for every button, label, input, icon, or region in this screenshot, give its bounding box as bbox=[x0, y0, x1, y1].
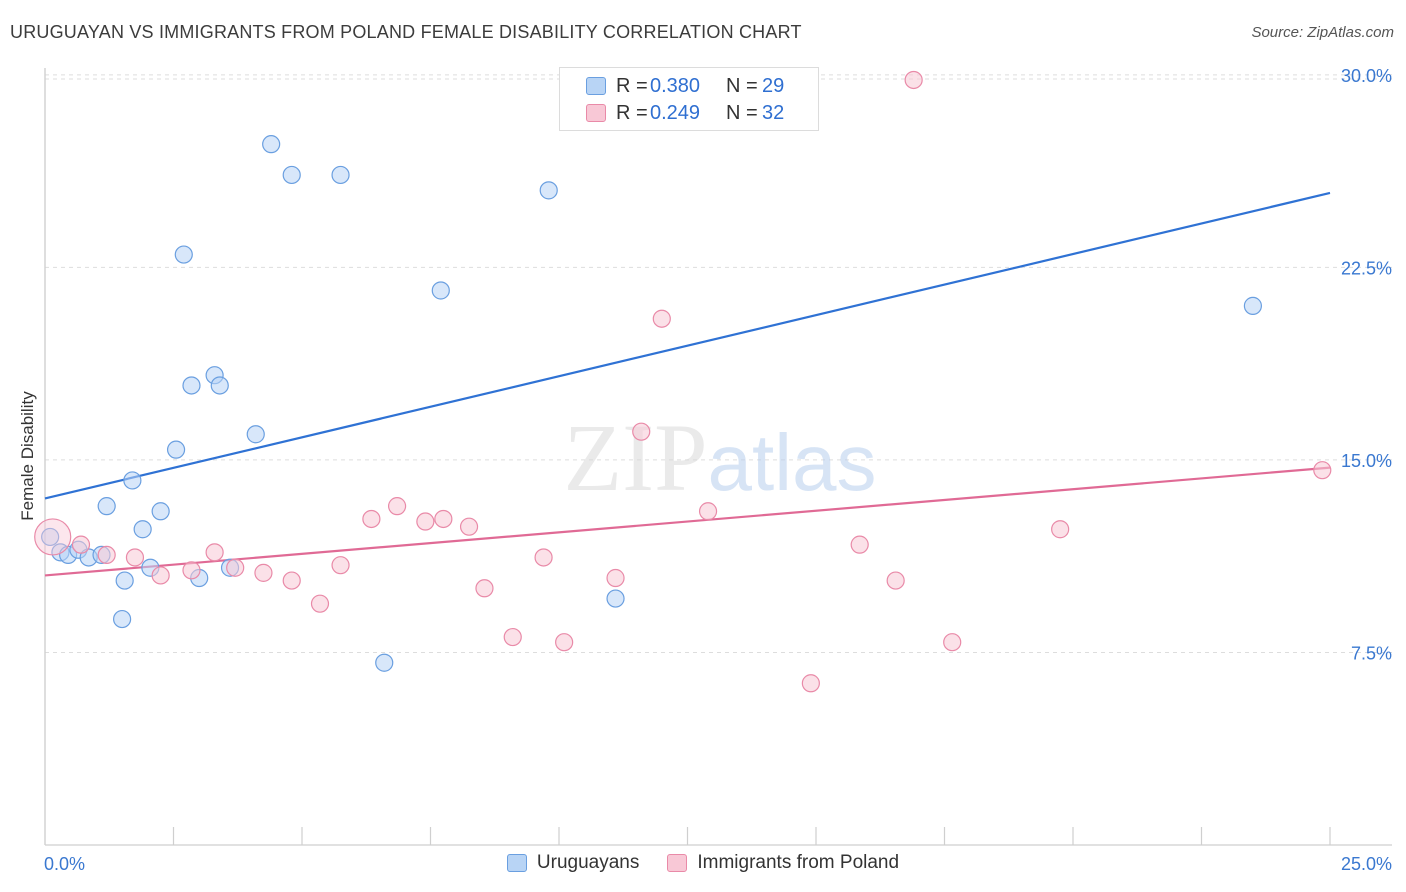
legend-swatch-poland bbox=[667, 854, 688, 872]
point-uruguayans bbox=[331, 165, 350, 185]
point-uruguayans bbox=[375, 653, 394, 672]
point-poland bbox=[282, 571, 301, 590]
point-poland bbox=[254, 563, 273, 582]
legend-r-value: 0.380 bbox=[650, 74, 701, 97]
chart-title: URUGUAYAN VS IMMIGRANTS FROM POLAND FEMA… bbox=[10, 22, 802, 42]
point-poland bbox=[97, 545, 116, 565]
point-uruguayans bbox=[282, 165, 301, 185]
point-poland bbox=[943, 633, 962, 652]
legend-n-value: 32 bbox=[762, 101, 785, 124]
point-poland bbox=[71, 535, 91, 554]
legend-swatch-uruguayans bbox=[586, 77, 606, 95]
watermark-atlas: atlas bbox=[708, 418, 877, 507]
point-uruguayans bbox=[210, 376, 229, 395]
point-uruguayans bbox=[174, 245, 193, 264]
tick-labels: 7.5% 15.0% 22.5% 30.0% 0.0% 25.0% bbox=[44, 66, 1392, 874]
trend-lines bbox=[44, 191, 1331, 577]
y-tick-label: 15.0% bbox=[1341, 451, 1392, 471]
trend-line-uruguayans bbox=[44, 191, 1331, 500]
point-poland bbox=[632, 422, 651, 441]
point-uruguayans bbox=[606, 589, 625, 608]
point-poland bbox=[362, 509, 381, 529]
legend-item-uruguayans: Uruguayans bbox=[506, 852, 640, 874]
point-uruguayans bbox=[151, 502, 170, 521]
point-uruguayans bbox=[166, 440, 186, 459]
source-label: Source: ZipAtlas.com bbox=[1251, 24, 1394, 41]
point-poland bbox=[34, 518, 72, 556]
data-points bbox=[34, 70, 1332, 693]
point-poland bbox=[503, 627, 522, 647]
point-poland bbox=[205, 543, 224, 562]
point-poland bbox=[652, 309, 671, 328]
point-poland bbox=[850, 535, 869, 554]
point-poland bbox=[331, 556, 350, 575]
point-uruguayans bbox=[246, 425, 265, 444]
y-tick-label: 7.5% bbox=[1351, 643, 1392, 663]
point-uruguayans bbox=[112, 609, 132, 629]
point-poland bbox=[534, 548, 553, 567]
legend-r-label: R = bbox=[616, 74, 648, 97]
point-poland bbox=[698, 502, 718, 521]
point-uruguayans bbox=[1243, 296, 1263, 315]
legend-n-label: N = bbox=[726, 101, 758, 124]
point-poland bbox=[555, 633, 574, 652]
point-uruguayans bbox=[123, 471, 142, 490]
point-poland bbox=[1313, 461, 1332, 480]
legend-label-uruguayans: Uruguayans bbox=[536, 852, 640, 873]
point-uruguayans bbox=[431, 281, 450, 300]
grid-lines bbox=[45, 74, 1392, 653]
legend-r-label: R = bbox=[616, 101, 648, 124]
point-poland bbox=[606, 568, 625, 588]
legend-row-uruguayans: R = 0.380 N = 29 bbox=[586, 73, 784, 99]
y-tick-label: 30.0% bbox=[1341, 66, 1392, 86]
legend-row-poland: R = 0.249 N = 32 bbox=[586, 100, 784, 126]
series-legend: Uruguayans Immigrants from Poland bbox=[0, 852, 1406, 874]
legend-n-value: 29 bbox=[762, 74, 785, 97]
legend-swatch-uruguayans bbox=[506, 854, 527, 872]
legend-r-value: 0.249 bbox=[650, 101, 701, 124]
x-tick-label: 25.0% bbox=[1341, 854, 1392, 874]
point-poland bbox=[904, 70, 923, 90]
point-poland bbox=[151, 566, 170, 585]
legend-swatch-poland bbox=[586, 104, 606, 122]
x-tick-label: 0.0% bbox=[44, 854, 85, 874]
point-uruguayans bbox=[182, 376, 201, 395]
point-poland bbox=[886, 571, 905, 590]
watermark-zip: ZIP bbox=[564, 404, 708, 511]
point-poland bbox=[416, 512, 435, 531]
point-uruguayans bbox=[262, 135, 281, 154]
point-uruguayans bbox=[539, 181, 558, 200]
axes bbox=[44, 68, 1392, 846]
correlation-legend: R = 0.380 N = 29 R = 0.249 N = 32 bbox=[559, 67, 819, 131]
point-poland bbox=[1051, 520, 1070, 539]
point-poland bbox=[387, 497, 407, 516]
point-poland bbox=[434, 509, 453, 529]
legend-n-label: N = bbox=[726, 74, 758, 97]
y-tick-label: 22.5% bbox=[1341, 258, 1392, 278]
point-poland bbox=[182, 561, 201, 580]
legend-label-poland: Immigrants from Poland bbox=[697, 852, 900, 873]
point-uruguayans bbox=[115, 571, 134, 590]
point-poland bbox=[310, 594, 330, 613]
point-poland bbox=[459, 517, 479, 536]
point-uruguayans bbox=[41, 527, 60, 547]
point-uruguayans bbox=[133, 520, 152, 539]
y-axis-label: Female Disability bbox=[18, 391, 37, 521]
point-uruguayans bbox=[97, 497, 116, 516]
trend-line-poland bbox=[44, 466, 1331, 577]
legend-item-poland: Immigrants from Poland bbox=[667, 852, 899, 874]
point-poland bbox=[125, 548, 145, 567]
point-poland bbox=[475, 579, 494, 598]
watermark: ZIPatlas bbox=[564, 404, 877, 511]
point-poland bbox=[801, 674, 820, 693]
point-poland bbox=[226, 558, 245, 577]
